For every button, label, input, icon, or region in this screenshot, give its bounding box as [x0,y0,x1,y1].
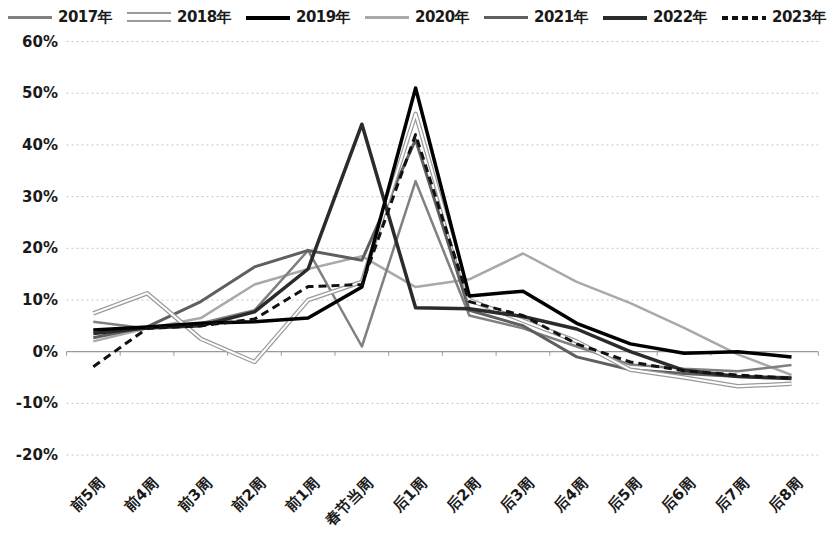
x-tick-label-4: 前1周 [281,474,323,516]
x-tick-label-7: 后2周 [442,474,484,516]
x-tick-label-5: 春节当周 [321,474,377,530]
x-tick-label-12: 后7周 [711,474,753,516]
y-axis-label: -20% [16,446,58,464]
y-axis-label: 20% [22,239,58,257]
series-line-2023年 [93,135,791,379]
x-tick-label-13: 后8周 [764,474,806,516]
y-axis-label: 30% [22,188,58,206]
x-tick-label-10: 后5周 [603,474,645,516]
x-tick-label-1: 前4周 [120,474,162,516]
y-axis-label: 10% [22,291,58,309]
y-axis-label: 60% [22,33,58,51]
series-line-2020年 [93,254,791,376]
x-tick-label-8: 后3周 [496,474,538,516]
y-axis-label: 50% [22,84,58,102]
x-tick-label-11: 后6周 [657,474,699,516]
series-line-2021年 [93,140,791,378]
x-tick-label-2: 前3周 [174,474,216,516]
x-tick-label-0: 前5周 [66,474,108,516]
y-axis-label: 0% [33,343,58,361]
line-chart-svg: 60% 50% 40% 30% 20% 10% 0% -10% -20% 前5周前4周前3周前2周… [0,0,828,560]
x-tick-label-6: 后1周 [388,474,430,516]
x-tick-label-9: 后4周 [549,474,591,516]
y-axis-label: -10% [16,394,58,412]
x-tick-label-3: 前2周 [227,474,269,516]
y-axis-label: 40% [22,136,58,154]
